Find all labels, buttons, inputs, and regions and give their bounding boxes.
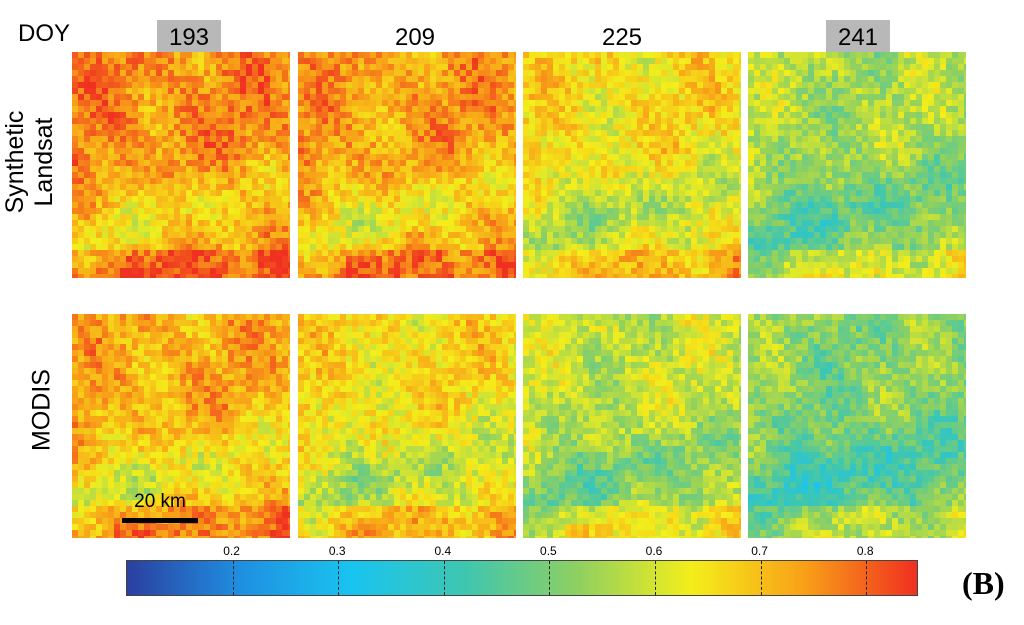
column-label-4: 241 [826, 20, 890, 56]
colorbar-tick-label: 0.4 [434, 544, 452, 558]
colorbar-tick [338, 561, 340, 595]
map-panel-modis-209 [298, 314, 516, 538]
map-raster [523, 314, 741, 538]
map-raster [72, 52, 290, 278]
scalebar-label: 20 km [134, 491, 186, 512]
colorbar-tick-label: 0.2 [223, 544, 240, 558]
map-panel-landsat-241 [748, 52, 966, 278]
map-panel-modis-241 [748, 314, 966, 538]
colorbar-tick-label: 0.8 [856, 544, 874, 558]
map-panel-modis-225 [523, 314, 741, 538]
map-raster [748, 52, 966, 278]
map-panel-landsat-193 [72, 52, 290, 278]
scalebar-line [122, 518, 198, 523]
figure-label: (B) [962, 565, 1005, 601]
doy-label: DOY [18, 20, 71, 47]
colorbar-tick-label: 0.7 [751, 544, 768, 558]
colorbar-tick [443, 561, 445, 595]
map-raster [298, 52, 516, 278]
row-label-synthetic-landsat: Synthetic Landsat [1, 111, 59, 214]
map-panel-landsat-209 [298, 52, 516, 278]
colorbar-tick-label: 0.5 [540, 544, 557, 558]
row-label-modis: MODIS [28, 369, 57, 451]
map-panel-landsat-225 [523, 52, 741, 278]
colorbar-tick [655, 561, 656, 595]
row-label-line2: Landsat [30, 117, 58, 207]
map-panel-modis-193 [72, 314, 290, 538]
map-raster [748, 314, 966, 538]
column-label-2: 209 [394, 24, 436, 51]
colorbar-tick [232, 561, 234, 595]
scalebar: 20 km [122, 490, 198, 523]
map-raster [523, 52, 741, 278]
map-raster [72, 314, 290, 538]
column-label-1: 193 [157, 20, 221, 56]
colorbar-tick [866, 561, 868, 595]
colorbar-tick-label: 0.3 [328, 544, 346, 558]
map-raster [298, 314, 516, 538]
colorbar-tick [760, 561, 762, 595]
row-label-line1: MODIS [27, 369, 56, 451]
colorbar-tick [549, 561, 551, 595]
row-label-line1: Synthetic [1, 110, 29, 214]
column-label-3: 225 [601, 24, 643, 51]
colorbar [126, 560, 918, 596]
colorbar-tick-label: 0.6 [645, 544, 663, 558]
